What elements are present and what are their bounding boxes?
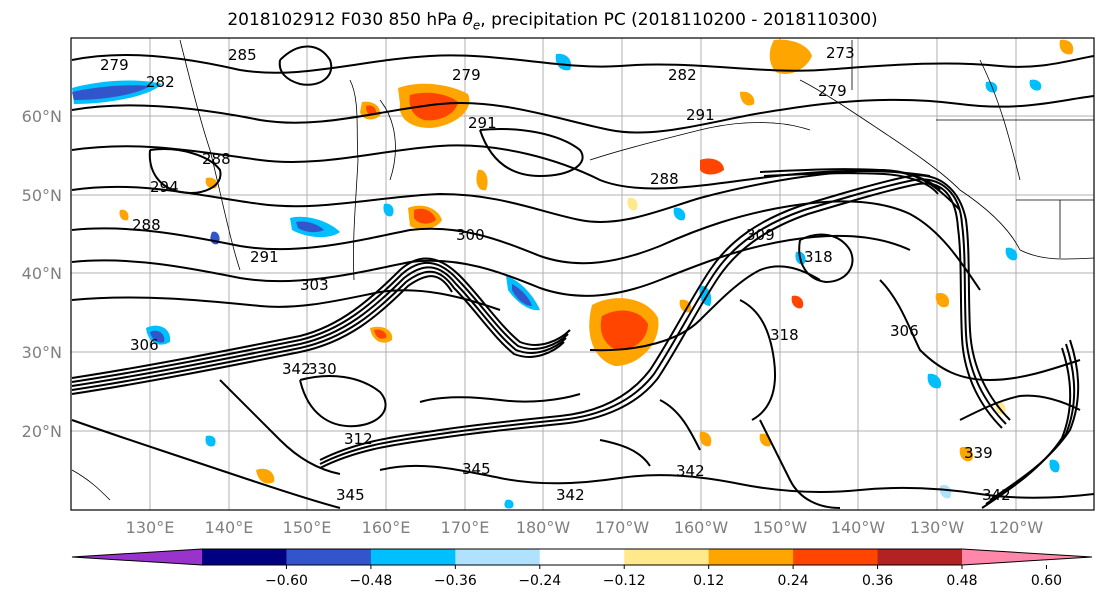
lon-label: 120°W	[989, 518, 1044, 537]
contour-label: 342	[982, 486, 1011, 504]
lat-label: 50°N	[22, 186, 62, 205]
lat-label: 20°N	[22, 422, 62, 441]
contour-label: 342	[282, 360, 311, 378]
contour-label: 342	[676, 462, 705, 480]
contour-label: 318	[804, 248, 833, 266]
colorbar-tick-label: −0.60	[265, 573, 308, 589]
lon-label: 140°W	[831, 518, 886, 537]
longitude-labels: 130°E 140°E 150°E 160°E 170°E 180°W 170°…	[126, 518, 1044, 537]
lon-label: 170°W	[595, 518, 650, 537]
contour-label: 345	[462, 460, 491, 478]
lon-label: 130°E	[126, 518, 175, 537]
contour-label: 279	[452, 66, 481, 84]
colorbar-tick-label: 0.60	[1031, 573, 1062, 589]
colorbar-segment	[370, 549, 456, 565]
colorbar-tick-label: −0.36	[434, 573, 477, 589]
map-content: 279 282 285 279 282 273 279 288 291 291 …	[71, 38, 1094, 510]
lat-label: 30°N	[22, 343, 62, 362]
colorbar-tick-label: −0.48	[349, 573, 392, 589]
contour-label: 285	[228, 46, 257, 64]
latitude-labels: 60°N 50°N 40°N 30°N 20°N	[22, 107, 62, 441]
contour-label: 300	[456, 226, 485, 244]
contour-label: 288	[202, 150, 231, 168]
lat-label: 40°N	[22, 264, 62, 283]
colorbar: −0.60 −0.48 −0.36 −0.24 −0.12 0.12 0.24 0.36 0.4…	[71, 548, 1093, 589]
dense-contour-bundle	[71, 168, 1080, 509]
contour-label: 306	[130, 336, 159, 354]
colorbar-tick-label: 0.48	[946, 573, 977, 589]
colorbar-outline	[71, 548, 1093, 566]
coastlines	[71, 39, 1094, 501]
contour-label: 312	[344, 430, 373, 448]
contour-label: 303	[300, 276, 329, 294]
contour-label: 318	[770, 326, 799, 344]
precip-negative-shading	[72, 53, 1060, 509]
colorbar-segment	[539, 549, 625, 565]
contour-label: 291	[250, 248, 279, 266]
lon-label: 150°W	[753, 518, 808, 537]
lon-label: 150°E	[283, 518, 332, 537]
contour-label: 339	[964, 444, 993, 462]
contour-label: 345	[336, 486, 365, 504]
colorbar-tick-label: 0.12	[693, 573, 724, 589]
contour-label: 291	[686, 106, 715, 124]
lon-label: 160°W	[674, 518, 729, 537]
contour-label: 294	[150, 178, 179, 196]
lon-label: 160°E	[362, 518, 411, 537]
contour-label: 279	[818, 82, 847, 100]
lon-label: 180°W	[516, 518, 571, 537]
lon-label: 170°E	[441, 518, 490, 537]
lon-label: 130°W	[910, 518, 965, 537]
colorbar-tick-label: 0.36	[862, 573, 893, 589]
colorbar-tick-label: −0.24	[518, 573, 561, 589]
colorbar-tick-label: 0.24	[778, 573, 809, 589]
contour-label: 309	[746, 226, 775, 244]
colorbar-tick-label: −0.12	[603, 573, 646, 589]
colorbar-segment	[624, 549, 710, 565]
contour-label: 288	[132, 216, 161, 234]
contour-label: 282	[146, 73, 175, 91]
contour-label: 330	[308, 360, 337, 378]
colorbar-segment	[455, 549, 541, 565]
contour-label: 282	[668, 66, 697, 84]
contour-label: 273	[826, 44, 855, 62]
contour-label: 342	[556, 486, 585, 504]
contour-label: 288	[650, 170, 679, 188]
contour-labels: 279 282 285 279 282 273 279 288 291 291 …	[100, 44, 1011, 504]
colorbar-segment	[793, 549, 879, 565]
colorbar-extend-max	[962, 549, 1092, 565]
colorbar-segment	[708, 549, 794, 565]
map-frame	[70, 37, 1095, 511]
colorbar-extend-min	[72, 549, 202, 565]
map-title: 2018102912 F030 850 hPa θe, precipitatio…	[227, 10, 878, 33]
contour-label: 291	[468, 114, 497, 132]
contour-label: 279	[100, 56, 129, 74]
lat-label: 60°N	[22, 107, 62, 126]
lon-label: 140°E	[205, 518, 254, 537]
colorbar-segment	[202, 549, 287, 565]
precip-positive-shading	[119, 39, 1074, 484]
contour-label: 306	[890, 322, 919, 340]
colorbar-segment	[877, 549, 963, 565]
colorbar-segment	[286, 549, 372, 565]
